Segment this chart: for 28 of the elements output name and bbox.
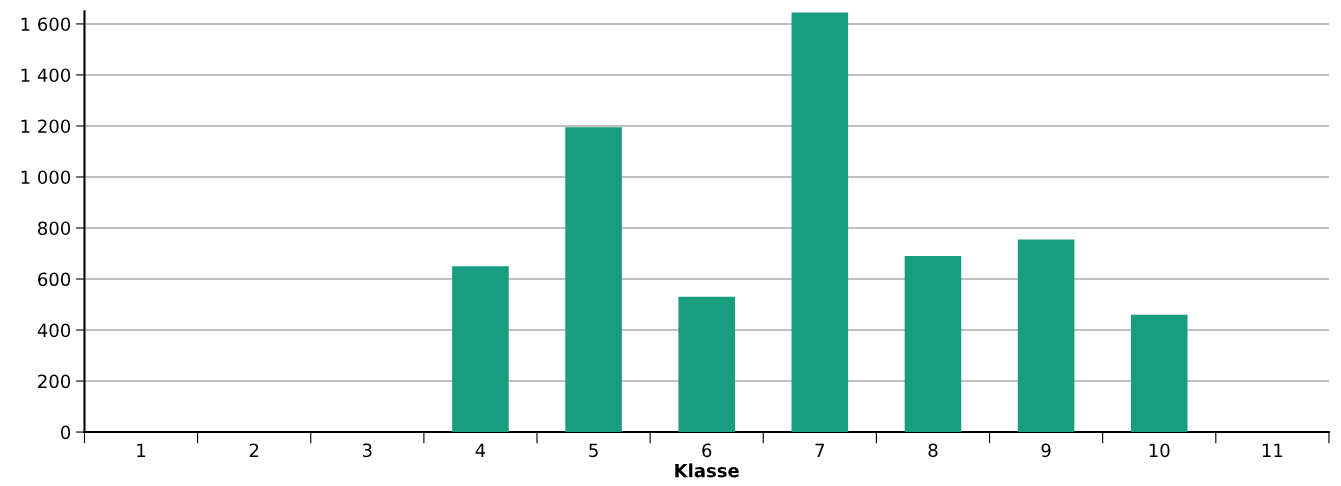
- bar: [791, 12, 849, 433]
- y-tick-label: 1 200: [21, 119, 71, 134]
- x-tick-label: 9: [1041, 443, 1051, 458]
- y-tick-label: 1 400: [21, 68, 71, 83]
- y-tick-label: 600: [38, 272, 71, 287]
- y-tick-label: 1 600: [21, 17, 71, 32]
- bar: [1017, 239, 1075, 433]
- bar: [904, 256, 962, 433]
- y-tick-label: 800: [38, 221, 71, 236]
- bar: [1130, 314, 1188, 433]
- x-tick-label: 7: [815, 443, 825, 457]
- y-tick-label: 1 000: [21, 170, 71, 185]
- y-tick-label: 200: [38, 374, 71, 389]
- x-tick-label: 5: [589, 443, 598, 458]
- x-axis-title: Klasse: [675, 463, 739, 478]
- x-tick-label: 8: [928, 443, 938, 458]
- x-tick-label: 10: [1149, 443, 1170, 458]
- x-tick-label: 6: [702, 443, 712, 458]
- bar: [678, 296, 735, 433]
- bar: [452, 266, 509, 433]
- bar: [565, 127, 622, 433]
- x-tick-label: 3: [362, 443, 372, 458]
- y-tick-label: 400: [37, 323, 71, 338]
- x-tick-label: 4: [475, 443, 486, 457]
- x-tick-label: 11: [1262, 443, 1283, 457]
- x-tick-label: 2: [249, 443, 259, 457]
- x-tick-label: 1: [137, 443, 146, 457]
- y-tick-label: 0: [60, 425, 71, 440]
